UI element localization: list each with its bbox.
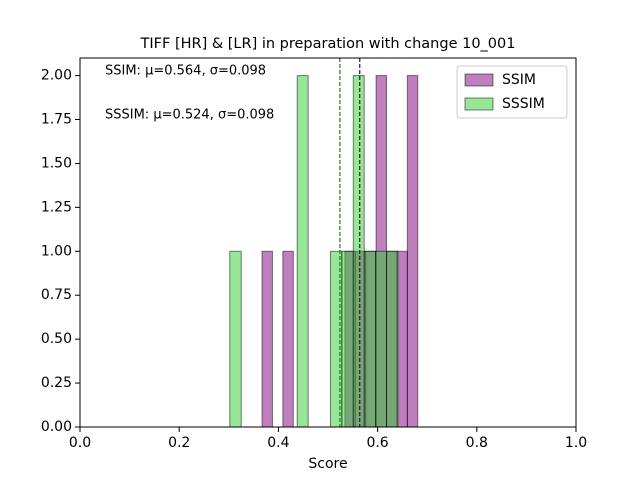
bar (363, 250, 377, 428)
x-tick-label: 0.2 (168, 435, 190, 451)
bar (396, 250, 408, 428)
bar (296, 75, 309, 428)
bar (386, 250, 399, 428)
legend-label: SSIM (502, 72, 536, 88)
annotation: SSIM: μ=0.564, σ=0.098 (105, 64, 266, 79)
chart-title: TIFF [HR] & [LR] in preparation with cha… (140, 36, 516, 52)
x-tick-label: 0.8 (466, 435, 488, 451)
y-tick-label: 0.00 (41, 419, 72, 435)
x-axis-label: Score (308, 456, 347, 472)
y-tick-label: 1.00 (41, 243, 72, 259)
y-tick-label: 0.25 (41, 375, 72, 391)
y-tick-label: 1.50 (41, 155, 72, 171)
bar (406, 75, 419, 428)
bar (341, 250, 354, 428)
legend-swatch (464, 97, 494, 111)
y-tick-label: 0.75 (41, 287, 72, 303)
y-tick-label: 1.25 (41, 199, 72, 215)
y-tick-label: 0.50 (41, 331, 72, 347)
plot-frame (79, 57, 577, 428)
bar (352, 75, 365, 428)
x-tick-label: 0.0 (69, 435, 91, 451)
y-tick-label: 2.00 (41, 68, 72, 84)
legend-swatch (464, 73, 494, 87)
x-tick-label: 0.6 (366, 435, 388, 451)
x-tick-label: 0.4 (267, 435, 289, 451)
bar (375, 250, 388, 428)
annotation: SSSIM: μ=0.524, σ=0.098 (105, 108, 274, 123)
legend-label: SSSIM (502, 96, 545, 112)
bar (261, 250, 273, 428)
y-tick-label: 1.75 (41, 112, 72, 128)
x-tick-label: 1.0 (565, 435, 587, 451)
bar (282, 250, 294, 428)
bar (229, 250, 242, 428)
